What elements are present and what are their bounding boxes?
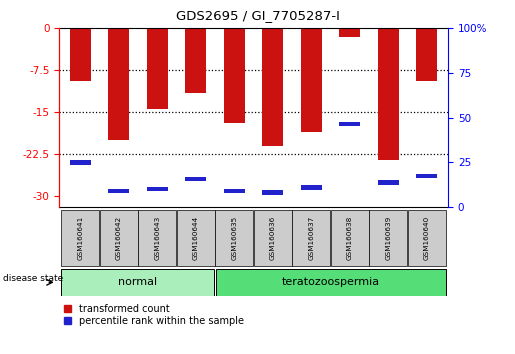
Bar — [70, 28, 91, 81]
Text: GSM160642: GSM160642 — [116, 216, 122, 260]
Bar — [185, 28, 207, 92]
FancyBboxPatch shape — [177, 210, 215, 266]
Bar — [185, 177, 207, 181]
Text: GSM160636: GSM160636 — [270, 216, 276, 260]
Text: GSM160640: GSM160640 — [424, 216, 430, 260]
FancyBboxPatch shape — [139, 210, 177, 266]
FancyBboxPatch shape — [254, 210, 292, 266]
Bar — [339, 122, 360, 126]
Bar — [339, 28, 360, 37]
Bar — [108, 189, 129, 193]
FancyBboxPatch shape — [369, 210, 407, 266]
FancyBboxPatch shape — [61, 269, 214, 296]
FancyBboxPatch shape — [216, 269, 446, 296]
Text: GSM160638: GSM160638 — [347, 216, 353, 260]
Text: GSM160641: GSM160641 — [77, 216, 83, 260]
Text: GSM160637: GSM160637 — [308, 216, 314, 260]
Bar — [301, 28, 322, 132]
Bar — [416, 28, 437, 81]
Bar — [147, 28, 168, 109]
FancyBboxPatch shape — [331, 210, 369, 266]
Bar — [378, 28, 399, 160]
Text: teratozoospermia: teratozoospermia — [282, 277, 380, 287]
Bar — [262, 28, 283, 145]
Bar — [224, 189, 245, 193]
Legend: transformed count, percentile rank within the sample: transformed count, percentile rank withi… — [64, 304, 244, 326]
Bar — [416, 173, 437, 178]
Text: GSM160643: GSM160643 — [154, 216, 160, 260]
Bar — [147, 187, 168, 192]
FancyBboxPatch shape — [215, 210, 253, 266]
Bar — [224, 28, 245, 123]
Text: GSM160635: GSM160635 — [231, 216, 237, 260]
Text: GSM160639: GSM160639 — [385, 216, 391, 260]
Text: GSM160644: GSM160644 — [193, 216, 199, 260]
Text: disease state: disease state — [3, 274, 63, 283]
Bar — [108, 28, 129, 140]
Bar — [70, 160, 91, 165]
FancyBboxPatch shape — [100, 210, 138, 266]
FancyBboxPatch shape — [408, 210, 446, 266]
FancyBboxPatch shape — [293, 210, 331, 266]
Text: normal: normal — [118, 277, 157, 287]
Text: GDS2695 / GI_7705287-I: GDS2695 / GI_7705287-I — [176, 9, 339, 22]
FancyBboxPatch shape — [61, 210, 99, 266]
Bar — [301, 185, 322, 190]
Bar — [378, 180, 399, 185]
Bar — [262, 190, 283, 195]
